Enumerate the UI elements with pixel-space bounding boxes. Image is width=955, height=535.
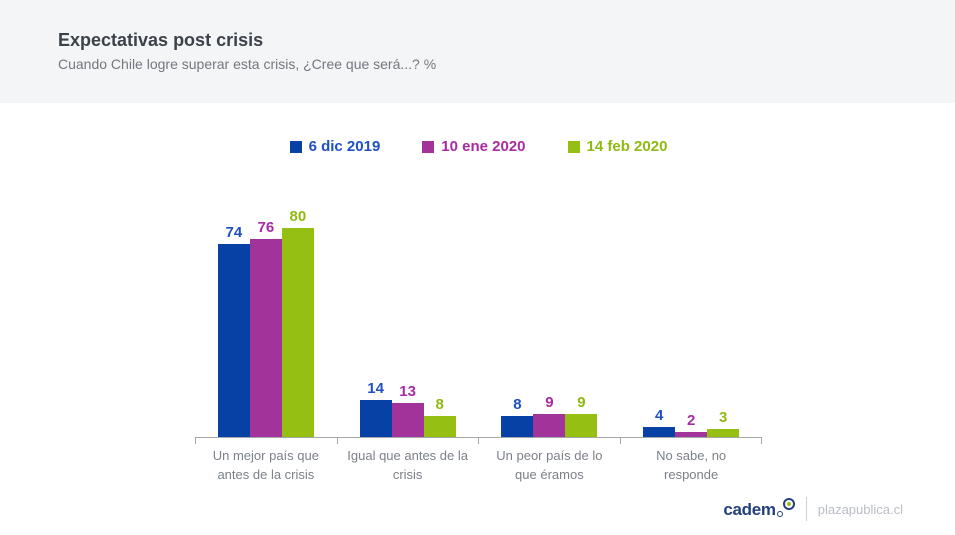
bar-column: 13 xyxy=(391,383,424,437)
plot-area: 74 76 80 14 13 8 8 9 9 4 2 3 xyxy=(195,150,762,438)
chart-legend: 6 dic 2019 10 ene 2020 14 feb 2020 xyxy=(195,138,762,155)
bar-group: 4 2 3 xyxy=(620,150,762,437)
legend-item: 14 feb 2020 xyxy=(567,138,668,155)
bar-value-label: 13 xyxy=(399,383,416,400)
legend-swatch xyxy=(422,140,435,153)
bar xyxy=(501,416,534,437)
bar xyxy=(359,400,392,437)
bar xyxy=(391,403,424,437)
page-subtitle: Cuando Chile logre superar esta crisis, … xyxy=(58,56,437,72)
legend-swatch xyxy=(567,140,580,153)
bar-column: 3 xyxy=(707,409,740,437)
bar-column: 8 xyxy=(423,396,456,437)
cadem-logo-target-icon xyxy=(782,497,795,510)
legend-swatch xyxy=(289,140,302,153)
bar-value-label: 14 xyxy=(367,380,384,397)
partner-link-text: plazapublica.cl xyxy=(817,501,903,517)
x-axis-tick xyxy=(478,438,620,444)
footer-divider xyxy=(805,497,807,521)
cadem-logo-text: cadem xyxy=(723,499,776,519)
bar-value-label: 80 xyxy=(289,208,307,225)
header-band: Expectativas post crisis Cuando Chile lo… xyxy=(0,0,955,103)
legend-label: 14 feb 2020 xyxy=(586,138,668,155)
bar-column: 14 xyxy=(359,380,392,437)
cadem-logo-dot-icon xyxy=(776,510,783,517)
bar xyxy=(249,239,282,437)
bar-value-label: 76 xyxy=(257,219,275,236)
x-axis-tick xyxy=(336,438,479,444)
bar-group: 74 76 80 xyxy=(195,150,337,437)
bar-value-label: 3 xyxy=(718,409,728,426)
bar-value-label: 9 xyxy=(577,394,586,411)
bar-column: 76 xyxy=(249,219,282,437)
bar-column: 80 xyxy=(281,208,314,437)
bar xyxy=(707,429,740,437)
legend-item: 10 ene 2020 xyxy=(422,138,526,155)
bar xyxy=(281,228,314,437)
category-label: Igual que antes de la crisis xyxy=(347,448,468,482)
legend-item: 6 dic 2019 xyxy=(289,138,381,155)
bar-chart: 74 76 80 14 13 8 8 9 9 4 2 3 Un mejor país que ante… xyxy=(195,150,762,485)
x-axis-ticks xyxy=(195,438,762,444)
bar xyxy=(675,432,708,437)
legend-label: 6 dic 2019 xyxy=(308,138,381,155)
category-label: Un peor país de lo que éramos xyxy=(496,448,603,482)
page-title: Expectativas post crisis xyxy=(58,30,264,50)
bar xyxy=(217,244,250,437)
bar-column: 74 xyxy=(217,224,250,437)
bar xyxy=(423,416,456,437)
bar-column: 8 xyxy=(501,396,534,437)
x-axis-labels: Un mejor país que antes de la crisis Igua… xyxy=(195,447,762,485)
bar xyxy=(565,414,598,437)
bar-value-label: 74 xyxy=(225,224,243,241)
footer: cadem plazapublica.cl xyxy=(723,497,903,521)
x-axis-tick xyxy=(619,438,762,444)
bar-group: 8 9 9 xyxy=(479,150,621,437)
bar-value-label: 8 xyxy=(435,396,444,413)
cadem-logo: cadem xyxy=(723,497,795,519)
bar-column: 9 xyxy=(565,394,598,437)
bar-value-label: 4 xyxy=(654,407,664,424)
bar-value-label: 9 xyxy=(545,394,554,411)
bar-column: 9 xyxy=(533,394,566,437)
bar-column: 4 xyxy=(643,407,676,437)
bar-value-label: 2 xyxy=(686,412,696,429)
bar xyxy=(533,414,566,437)
x-axis-tick xyxy=(195,438,337,444)
bar xyxy=(643,427,676,437)
bar-group: 14 13 8 xyxy=(337,150,479,437)
legend-label: 10 ene 2020 xyxy=(441,138,526,155)
bar-column: 2 xyxy=(675,412,708,437)
bar-value-label: 8 xyxy=(513,396,522,413)
category-label: No sabe, no responde xyxy=(656,448,727,482)
category-label: Un mejor país que antes de la crisis xyxy=(212,448,319,482)
